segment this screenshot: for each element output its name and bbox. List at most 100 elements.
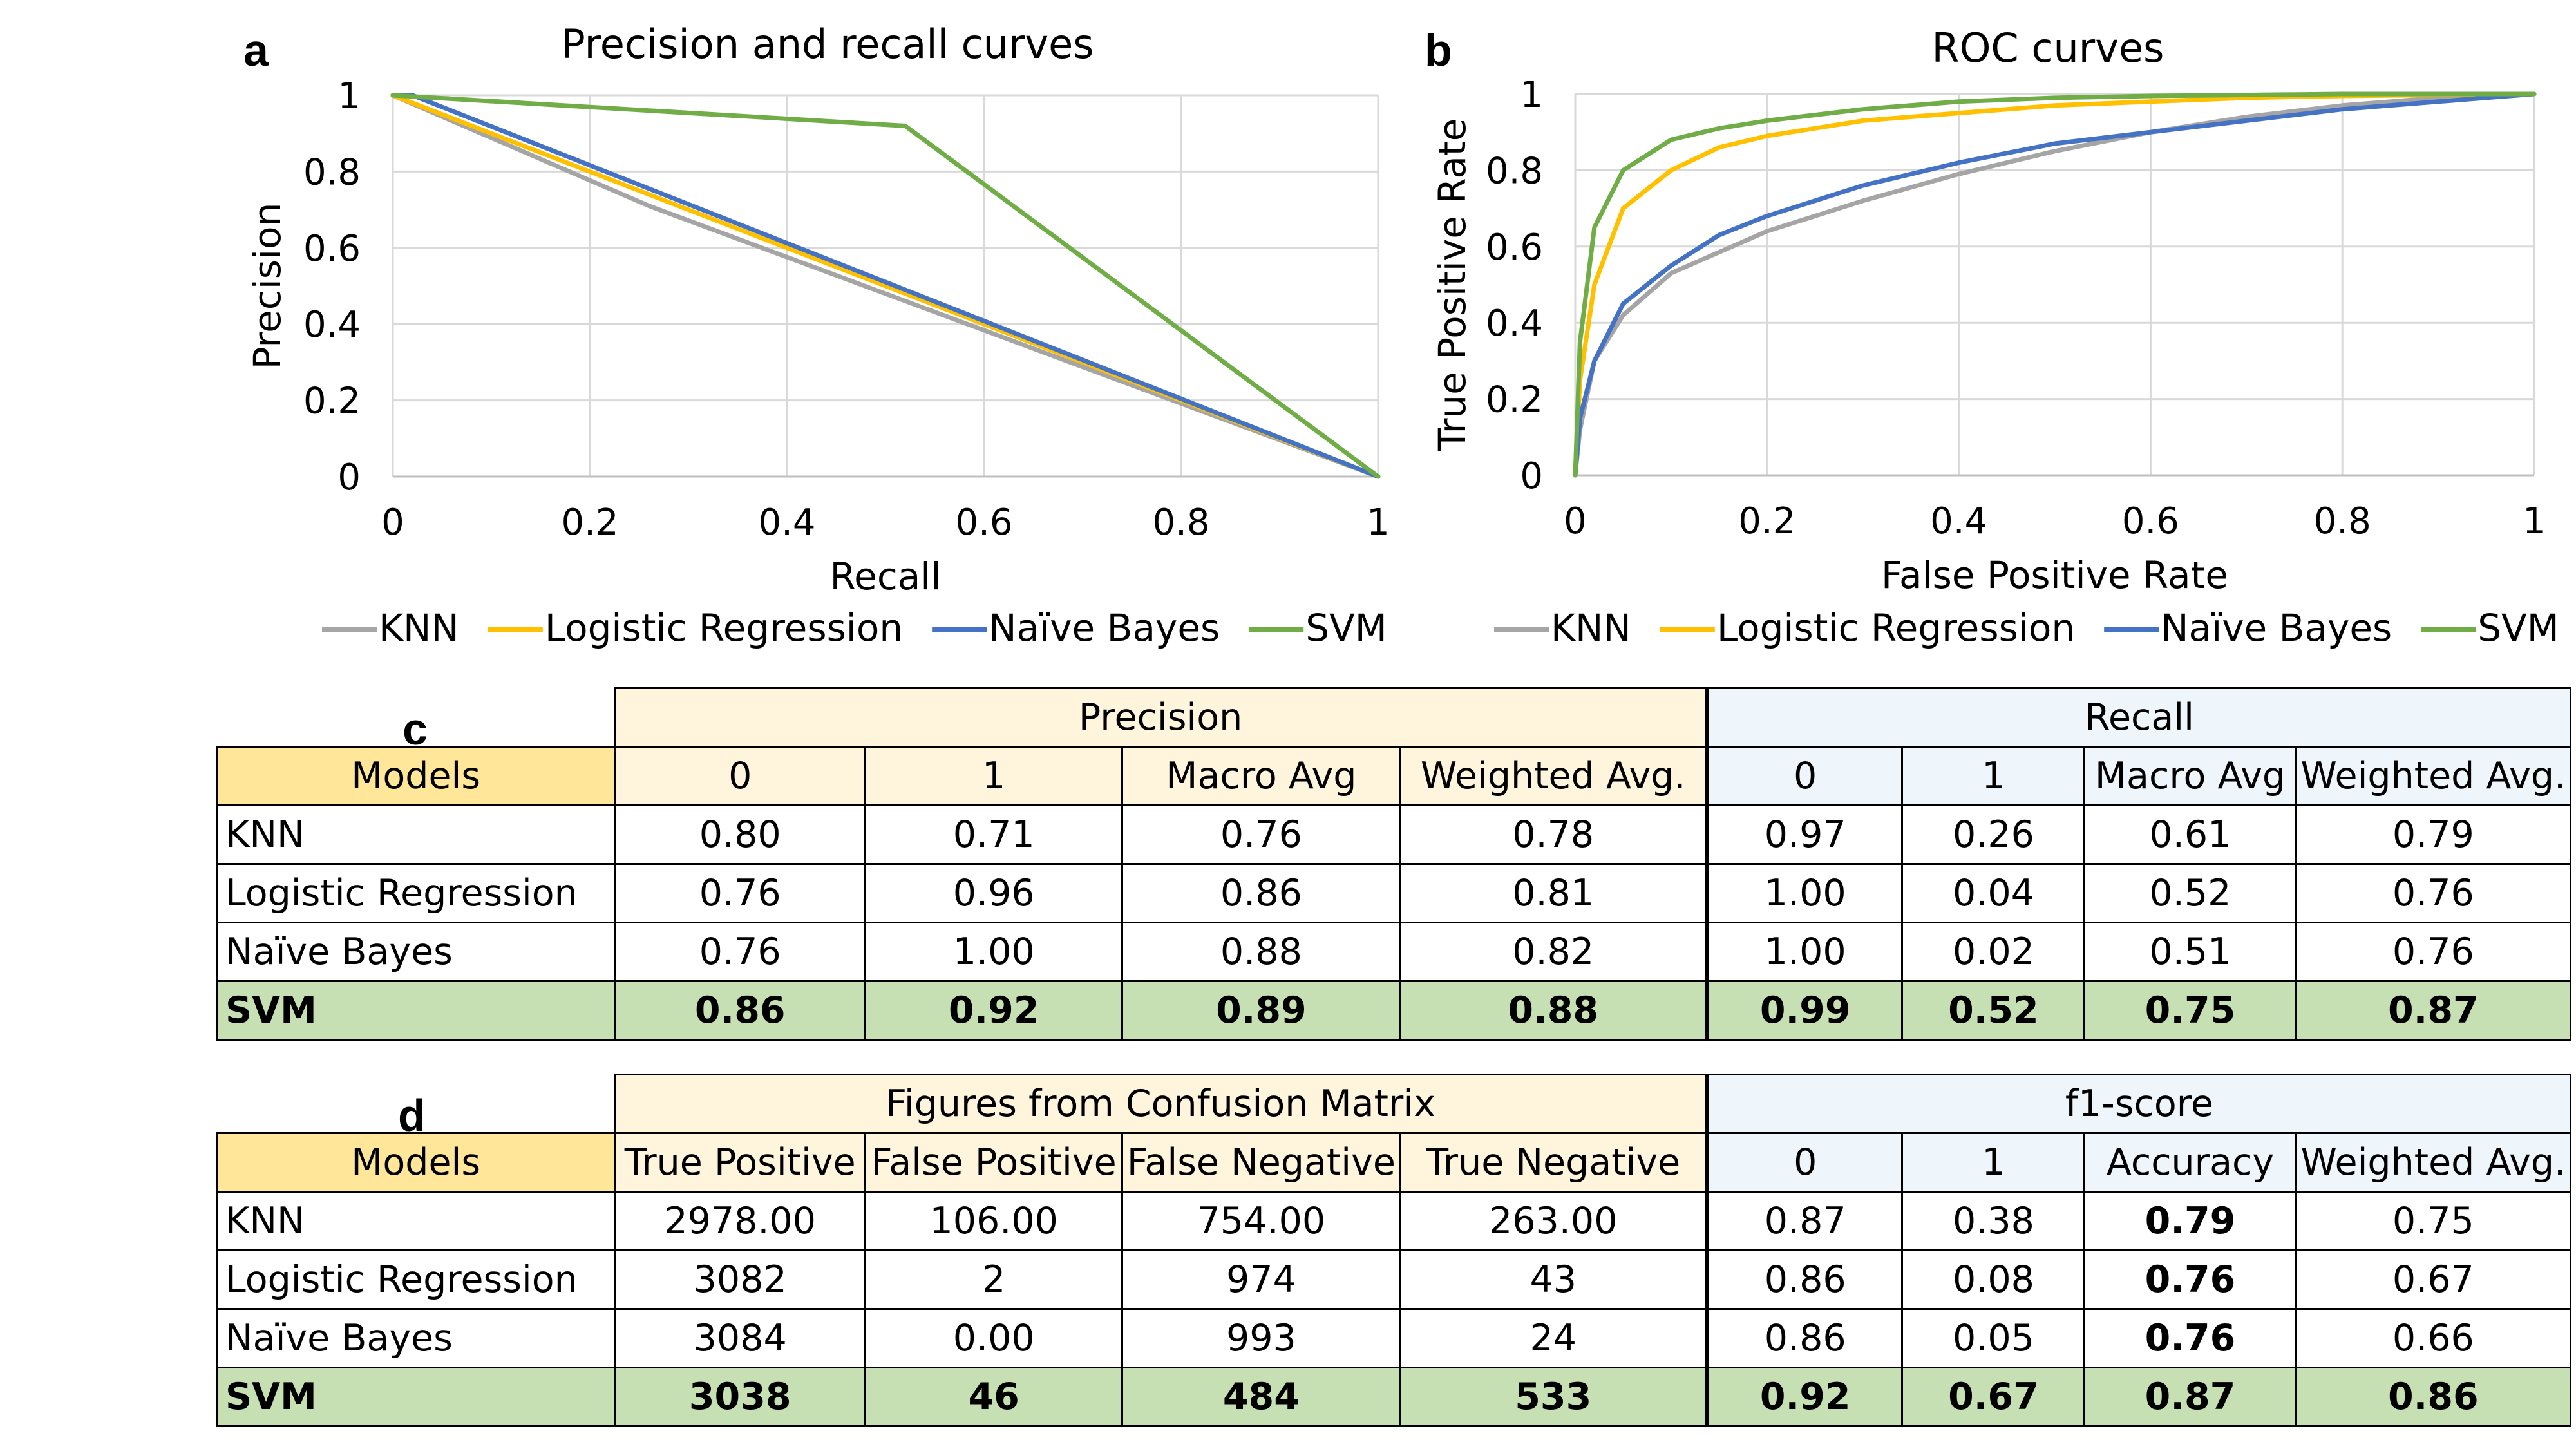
- column-header-row: Models True Positive False Positive Fals…: [215, 1132, 2572, 1193]
- y-tick-label: 0.6: [1486, 227, 1543, 269]
- table-cell: 0.99: [1705, 980, 1904, 1041]
- series-line-logistic-regression: [390, 93, 1381, 479]
- legend-label: Naïve Bayes: [989, 606, 1220, 650]
- x-tick-label: 0.4: [758, 502, 815, 544]
- column-header: 0: [614, 746, 867, 806]
- table-cell: 106.00: [864, 1191, 1124, 1251]
- x-axis-label: False Positive Rate: [1881, 553, 2228, 597]
- table-cell: 0.88: [1399, 980, 1709, 1041]
- model-name: KNN: [215, 804, 616, 865]
- table-cell-accuracy: 0.79: [2083, 1191, 2297, 1251]
- table-cell: 0.05: [1901, 1308, 2086, 1368]
- legend-label: SVM: [1305, 606, 1387, 650]
- x-tick-label: 0.8: [2314, 500, 2371, 542]
- table-cell: 0.04: [1901, 863, 2086, 923]
- table-cell: 2978.00: [614, 1191, 867, 1251]
- group-header-precision: Precision: [614, 687, 1709, 748]
- column-header: 1: [1901, 746, 2086, 806]
- table-cell: 0.76: [2295, 863, 2572, 923]
- column-header-models: Models: [215, 746, 616, 806]
- precision-recall-chart: 0 0.2 0.4 0.6 0.8 1 0 0.2 0.4 0.6 0.8 1 Precision an…: [245, 21, 1390, 650]
- x-tick-label: 0.2: [561, 502, 618, 544]
- table-cell: 0.67: [2295, 1249, 2572, 1310]
- legend-label: KNN: [1551, 606, 1631, 650]
- model-name: Naïve Bayes: [215, 922, 616, 982]
- precision-recall-table: Precision Recall Models 0 1 Macro Avg We…: [215, 687, 2572, 1041]
- table-row: Naïve Bayes 0.76 1.00 0.88 0.82 1.00 0.0…: [215, 922, 2572, 982]
- x-tick-label: 1: [1367, 502, 1390, 544]
- column-header: Macro Avg: [2083, 746, 2297, 806]
- table-cell: 484: [1121, 1367, 1401, 1427]
- empty-corner: [217, 1075, 615, 1133]
- table-cell: 0.92: [1705, 1367, 1904, 1427]
- table-cell: 0.00: [864, 1308, 1124, 1368]
- column-header: Accuracy: [2083, 1132, 2297, 1193]
- table-cell: 1.00: [1705, 922, 1904, 982]
- y-tick-label: 0.8: [1486, 150, 1543, 192]
- column-header: False Negative: [1121, 1132, 1401, 1193]
- table-cell: 0.82: [1399, 922, 1709, 982]
- x-tick-label: 0.6: [2122, 500, 2179, 542]
- table-cell: 0.87: [2295, 980, 2572, 1041]
- table-row-svm: SVM 0.86 0.92 0.89 0.88 0.99 0.52 0.75 0…: [215, 980, 2572, 1041]
- table-cell: 754.00: [1121, 1191, 1401, 1251]
- table-cell-accuracy: 0.76: [2083, 1249, 2297, 1310]
- table-cell: 0.38: [1901, 1191, 2086, 1251]
- table-cell: 263.00: [1399, 1191, 1709, 1251]
- table-cell: 533: [1399, 1367, 1709, 1427]
- column-header-row: Models 0 1 Macro Avg Weighted Avg. 0 1 M…: [215, 746, 2572, 806]
- model-name: Logistic Regression: [215, 863, 616, 923]
- table-row: Logistic Regression 3082 2 974 43 0.86 0…: [215, 1249, 2572, 1310]
- table-cell: 0.81: [1399, 863, 1709, 923]
- table-cell: 0.71: [864, 804, 1124, 865]
- legend-label: Logistic Regression: [1717, 606, 2075, 650]
- group-header-f1-score: f1-score: [1705, 1074, 2571, 1134]
- table-cell: 3038: [614, 1367, 867, 1427]
- column-header: True Positive: [614, 1132, 867, 1193]
- column-header-models: Models: [215, 1132, 616, 1193]
- table-cell: 3084: [614, 1308, 867, 1368]
- series-line-knn: [390, 93, 1381, 479]
- roc-chart: 0 0.2 0.4 0.6 0.8 1 0 0.2 0.4 0.6 0.8 1 ROC curves Fa…: [1430, 24, 2559, 650]
- table-cell: 1.00: [1705, 863, 1904, 923]
- panel-letter-a: a: [243, 25, 269, 75]
- table-row-svm: SVM 3038 46 484 533 0.92 0.67 0.87 0.86: [215, 1367, 2572, 1427]
- table-cell: 24: [1399, 1308, 1709, 1368]
- column-header: 0: [1705, 746, 1904, 806]
- series-line-svm: [390, 93, 1381, 479]
- series-line-svm: [1573, 91, 2537, 478]
- table-cell: 0.88: [1121, 922, 1401, 982]
- table-cell: 0.51: [2083, 922, 2297, 982]
- y-tick-label: 1: [1520, 74, 1543, 116]
- table-cell: 0.61: [2083, 804, 2297, 865]
- table-cell: 0.86: [1705, 1308, 1904, 1368]
- table-cell: 0.76: [614, 863, 867, 923]
- y-axis-label: True Positive Rate: [1430, 118, 1474, 452]
- x-tick-label: 0.6: [955, 502, 1012, 544]
- table-cell: 0.80: [614, 804, 867, 865]
- column-header: Weighted Avg.: [2295, 1132, 2572, 1193]
- column-header: False Positive: [864, 1132, 1124, 1193]
- table-cell: 0.76: [2295, 922, 2572, 982]
- table-cell: 0.86: [2295, 1367, 2572, 1427]
- table-cell: 0.67: [1901, 1367, 2086, 1427]
- table-row: KNN 0.80 0.71 0.76 0.78 0.97 0.26 0.61 0…: [215, 804, 2572, 865]
- y-tick-label: 0.8: [303, 151, 361, 193]
- y-tick-label: 1: [337, 75, 361, 117]
- table-cell: 0.66: [2295, 1308, 2572, 1368]
- group-header-confusion-matrix: Figures from Confusion Matrix: [614, 1074, 1709, 1134]
- x-tick-label: 0: [1564, 500, 1587, 542]
- table-cell: 993: [1121, 1308, 1401, 1368]
- column-header: 1: [864, 746, 1124, 806]
- table-cell: 0.76: [1121, 804, 1401, 865]
- table-cell: 1.00: [864, 922, 1124, 982]
- x-tick-label: 0.2: [1738, 500, 1795, 542]
- model-name: Logistic Regression: [215, 1249, 616, 1310]
- chart-title: ROC curves: [1932, 24, 2164, 71]
- y-tick-label: 0.6: [303, 228, 361, 270]
- y-tick-label: 0: [1520, 455, 1543, 497]
- panel-letter-d: d: [398, 1090, 426, 1141]
- table-cell: 0.52: [2083, 863, 2297, 923]
- table-row: Naïve Bayes 3084 0.00 993 24 0.86 0.05 0…: [215, 1308, 2572, 1368]
- column-header: Weighted Avg.: [2295, 746, 2572, 806]
